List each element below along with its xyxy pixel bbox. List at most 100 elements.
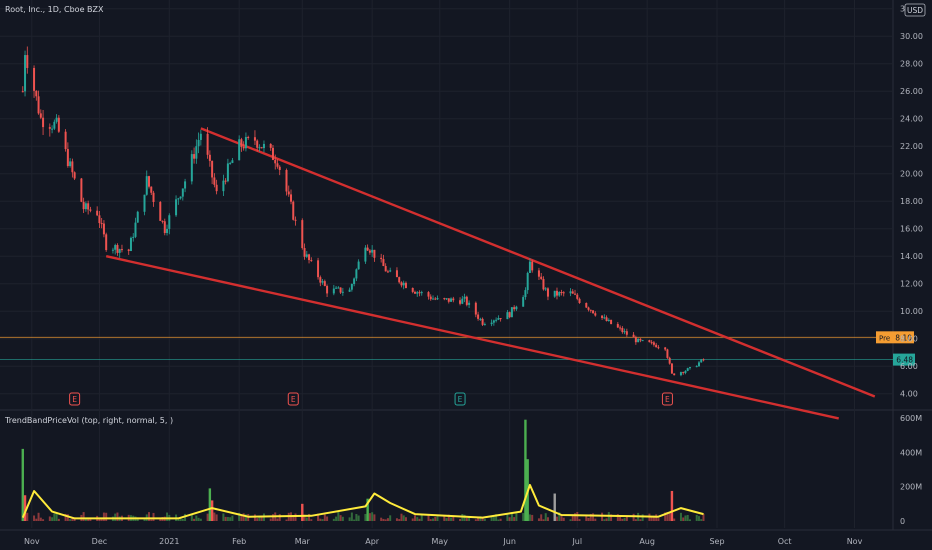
candle-body — [181, 188, 184, 197]
candle-body — [98, 215, 101, 224]
y-tick-label: 4.00 — [900, 390, 918, 399]
candle-body — [364, 247, 367, 262]
earnings-marker[interactable]: E — [661, 392, 673, 406]
volume-bar — [84, 518, 87, 521]
volume-bar — [37, 512, 40, 521]
candle-body — [166, 228, 169, 234]
candle-body — [116, 245, 119, 253]
currency-badge[interactable]: USD — [904, 3, 926, 17]
volume-bar — [655, 514, 658, 521]
volume-bar — [87, 518, 90, 521]
volume-bar — [278, 514, 281, 521]
candle-body — [290, 194, 293, 202]
x-tick-label: Mar — [295, 537, 311, 546]
candle-body — [271, 147, 274, 160]
candle-body — [321, 281, 324, 283]
candle-body — [700, 359, 703, 363]
candle-body — [571, 291, 574, 294]
price-lines: Pre 8.10 6.48 — [0, 331, 915, 366]
candle-body — [418, 292, 421, 294]
candle-body — [269, 143, 272, 148]
candle-body — [461, 298, 464, 304]
volume-bar — [148, 512, 151, 521]
candle-body — [655, 344, 658, 348]
volume-bar — [51, 517, 54, 521]
candle-body — [305, 254, 308, 257]
trendline-lower[interactable] — [105, 255, 839, 420]
candle-body — [87, 203, 90, 210]
volume-bar — [418, 518, 421, 521]
candle-body — [544, 288, 547, 290]
earnings-marker[interactable]: E — [287, 392, 299, 406]
volume-bar — [33, 515, 36, 521]
volume-bar — [522, 513, 525, 521]
earnings-marker[interactable]: E — [454, 392, 466, 406]
volume-bar — [652, 515, 655, 521]
candle-body — [495, 319, 498, 321]
x-tick-label: Sep — [709, 537, 724, 546]
x-tick-label: Dec — [92, 537, 107, 546]
candle-body — [402, 282, 405, 286]
candle-body — [436, 298, 439, 300]
currency-label: USD — [907, 6, 923, 15]
volume-spike — [301, 503, 304, 521]
volume-bar — [443, 515, 446, 521]
currency-badge-bg — [904, 3, 926, 17]
earnings-marker-box — [69, 392, 81, 406]
x-tick-label: Nov — [24, 537, 40, 546]
volume-bar — [605, 518, 608, 521]
candle-body — [285, 169, 288, 192]
candle-body — [26, 55, 29, 68]
volume-bar — [382, 518, 385, 521]
volume-bar — [682, 517, 685, 521]
candle-body — [111, 249, 114, 251]
volume-bar — [569, 519, 572, 521]
volume-bar — [621, 518, 624, 521]
candle-body — [447, 298, 450, 302]
candle-body — [445, 298, 448, 300]
candle-body — [240, 139, 243, 147]
trendline-upper[interactable] — [200, 127, 876, 398]
volume-bar — [477, 516, 480, 521]
volume-bar — [199, 518, 202, 521]
volume-bar — [206, 513, 209, 521]
volume-bar — [474, 519, 477, 521]
candle-body — [152, 192, 155, 202]
candle-body — [55, 117, 58, 122]
candle-body — [546, 288, 549, 297]
candle-body — [337, 287, 340, 289]
volume-bar — [576, 511, 579, 521]
candle-body — [357, 261, 360, 270]
candle-body — [100, 223, 103, 225]
candle-body — [339, 287, 342, 293]
y-tick-label: 30.00 — [900, 32, 923, 41]
candle-body — [384, 266, 387, 272]
candle-body — [184, 181, 187, 189]
candle-body — [310, 260, 313, 262]
candle-body — [231, 160, 234, 163]
candle-body — [686, 368, 689, 371]
trendlines[interactable] — [105, 127, 876, 420]
volume-bar — [702, 513, 705, 521]
candle-body — [39, 113, 42, 118]
volume-bar — [483, 518, 486, 521]
volume-bar — [116, 512, 119, 521]
candle-body — [474, 302, 477, 315]
volume-bar — [197, 517, 200, 521]
volume-spike — [524, 419, 527, 521]
candle-body — [177, 198, 180, 200]
volume-bar — [404, 517, 407, 521]
volume-bar — [224, 516, 227, 521]
volume-bar — [673, 518, 676, 521]
candle-body — [73, 172, 76, 179]
volume-bar — [39, 517, 42, 521]
volume-bar — [229, 517, 232, 521]
candle-body — [537, 270, 540, 277]
candle-body — [657, 347, 660, 349]
earnings-marker[interactable]: E — [69, 392, 81, 406]
y-tick-label: 10.00 — [900, 307, 923, 316]
